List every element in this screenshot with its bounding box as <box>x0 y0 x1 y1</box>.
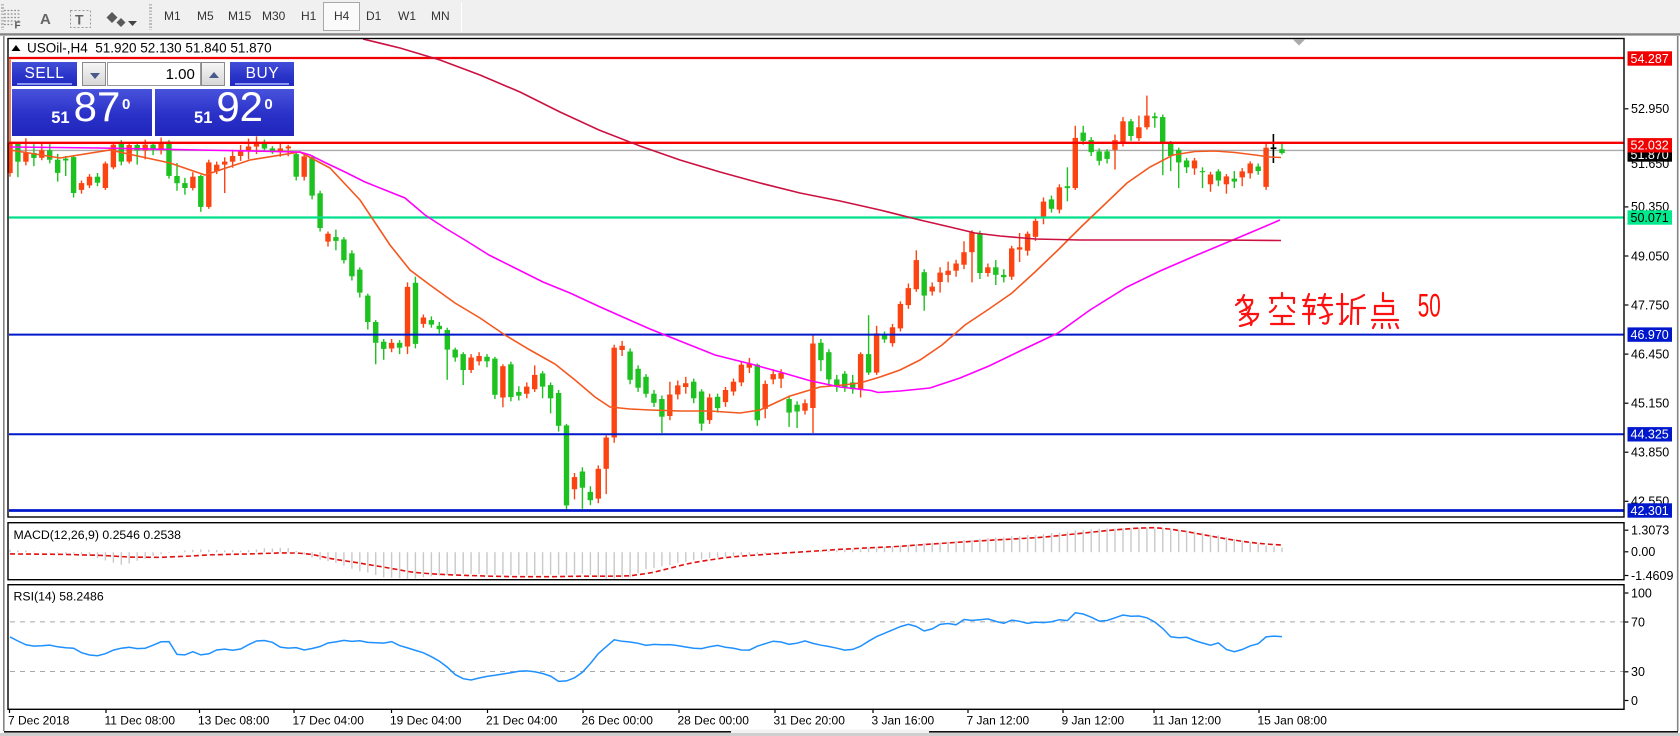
svg-text:28 Dec 00:00: 28 Dec 00:00 <box>678 714 750 728</box>
svg-text:F: F <box>15 21 21 32</box>
svg-text:30: 30 <box>1631 665 1645 679</box>
svg-text:USOil-,H4 51.920 52.130 51.84: USOil-,H4 51.920 52.130 51.840 51.870 <box>27 41 272 56</box>
svg-text:44.325: 44.325 <box>1631 428 1669 442</box>
svg-text:7 Dec 2018: 7 Dec 2018 <box>8 714 70 728</box>
svg-text:46.970: 46.970 <box>1631 328 1669 342</box>
svg-text:0.00: 0.00 <box>1631 545 1655 559</box>
svg-text:15 Jan 08:00: 15 Jan 08:00 <box>1258 714 1328 728</box>
svg-text:50: 50 <box>1418 288 1441 324</box>
svg-text:47.750: 47.750 <box>1631 298 1669 312</box>
svg-text:54.287: 54.287 <box>1631 52 1669 66</box>
svg-text:7 Jan 12:00: 7 Jan 12:00 <box>967 714 1030 728</box>
svg-text:46.450: 46.450 <box>1631 347 1669 361</box>
svg-text:42.301: 42.301 <box>1631 504 1669 518</box>
svg-text:70: 70 <box>1631 615 1645 629</box>
svg-text:43.850: 43.850 <box>1631 446 1669 460</box>
svg-text:49.050: 49.050 <box>1631 249 1669 263</box>
svg-text:21 Dec 04:00: 21 Dec 04:00 <box>486 714 558 728</box>
svg-text:31 Dec 20:00: 31 Dec 20:00 <box>774 714 846 728</box>
svg-text:19 Dec 04:00: 19 Dec 04:00 <box>390 714 462 728</box>
svg-text:1.3073: 1.3073 <box>1631 524 1669 538</box>
svg-text:MACD(12,26,9) 0.2546 0.2538: MACD(12,26,9) 0.2546 0.2538 <box>14 528 182 542</box>
svg-text:45.150: 45.150 <box>1631 397 1669 411</box>
svg-text:50.071: 50.071 <box>1631 211 1669 225</box>
svg-text:0: 0 <box>1631 694 1638 708</box>
svg-text:T: T <box>75 12 84 28</box>
svg-text:3 Jan 16:00: 3 Jan 16:00 <box>872 714 935 728</box>
svg-text:-1.4609: -1.4609 <box>1631 569 1673 583</box>
svg-text:100: 100 <box>1631 586 1652 600</box>
svg-text:52.950: 52.950 <box>1631 102 1669 116</box>
svg-text:A: A <box>40 11 51 28</box>
svg-text:RSI(14) 58.2486: RSI(14) 58.2486 <box>14 590 104 604</box>
svg-text:52.032: 52.032 <box>1631 139 1669 153</box>
svg-text:13 Dec 08:00: 13 Dec 08:00 <box>198 714 270 728</box>
svg-text:9 Jan 12:00: 9 Jan 12:00 <box>1062 714 1125 728</box>
svg-text:11 Dec 08:00: 11 Dec 08:00 <box>105 714 176 728</box>
svg-text:26 Dec 00:00: 26 Dec 00:00 <box>582 714 654 728</box>
svg-text:17 Dec 04:00: 17 Dec 04:00 <box>293 714 365 728</box>
svg-text:11 Jan 12:00: 11 Jan 12:00 <box>1153 714 1222 728</box>
